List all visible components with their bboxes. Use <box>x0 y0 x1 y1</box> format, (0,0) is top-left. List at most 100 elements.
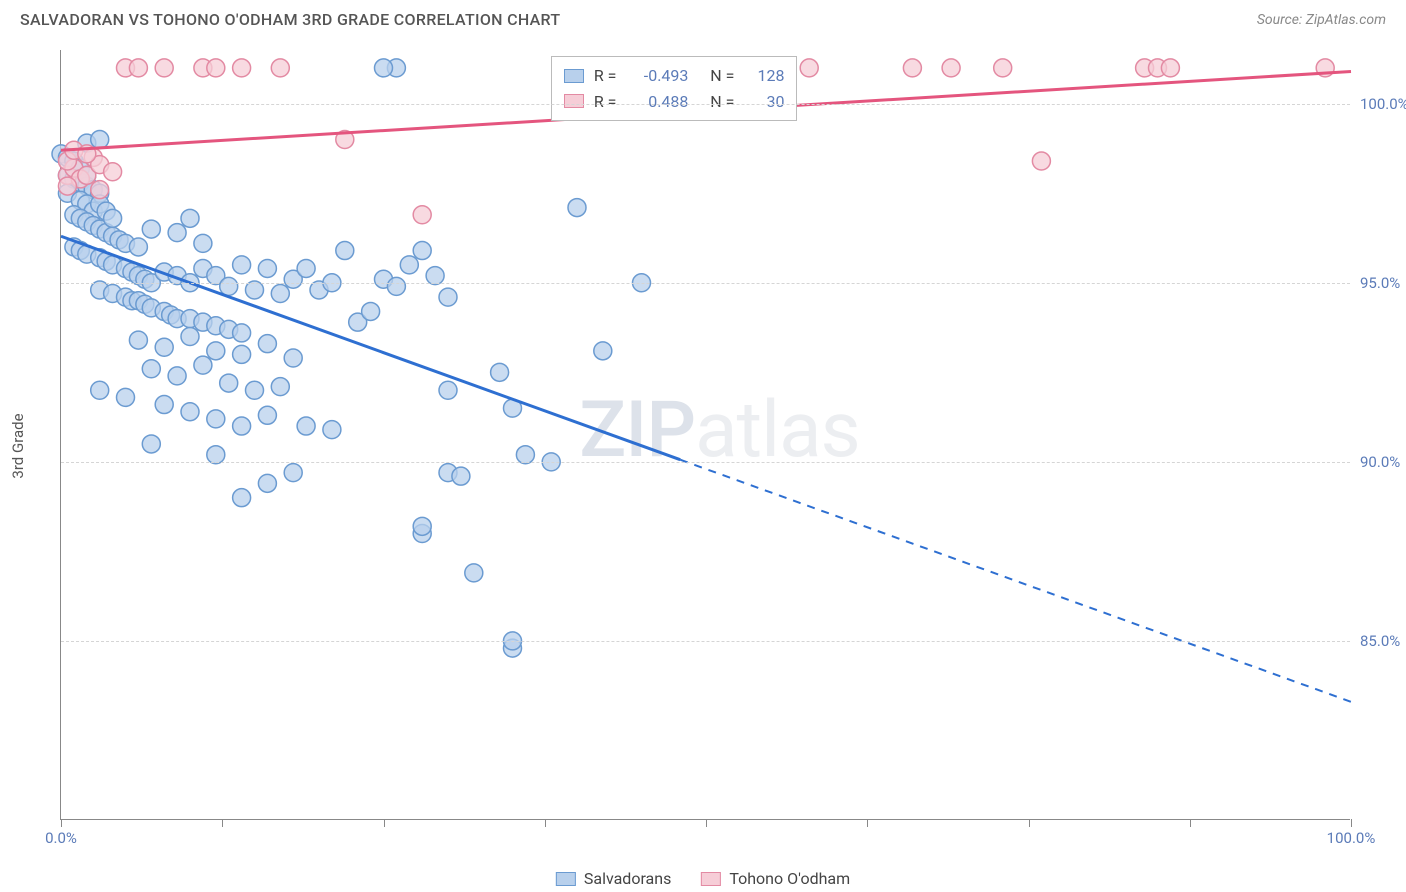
ytick-label: 100.0% <box>1360 95 1406 113</box>
legend-swatch <box>556 872 576 886</box>
gridline-h <box>61 283 1350 284</box>
data-point <box>942 59 960 77</box>
data-point <box>181 209 199 227</box>
xtick <box>384 819 385 827</box>
data-point <box>491 363 509 381</box>
xtick-label: 100.0% <box>1327 829 1376 847</box>
data-point <box>155 338 173 356</box>
data-point <box>375 59 393 77</box>
chart-title: SALVADORAN VS TOHONO O'ODHAM 3RD GRADE C… <box>20 10 560 29</box>
data-point <box>207 59 225 77</box>
data-point <box>233 417 251 435</box>
gridline-h <box>61 462 1350 463</box>
data-point <box>233 345 251 363</box>
stats-r-label: R = <box>594 63 621 89</box>
legend-label: Tohono O'odham <box>729 869 850 888</box>
stats-legend-box: R = -0.493 N = 128R = 0.488 N = 30 <box>551 56 798 121</box>
gridline-h <box>61 104 1350 105</box>
data-point <box>258 406 276 424</box>
data-point <box>439 288 457 306</box>
data-point <box>142 220 160 238</box>
xtick <box>545 819 546 827</box>
data-point <box>452 467 470 485</box>
stats-n-value: 30 <box>748 89 784 115</box>
data-point <box>284 349 302 367</box>
data-point <box>387 277 405 295</box>
data-point <box>207 342 225 360</box>
xtick-label: 0.0% <box>45 829 77 847</box>
data-point <box>413 206 431 224</box>
data-point <box>233 489 251 507</box>
regression-line <box>61 236 680 459</box>
data-point <box>246 381 264 399</box>
stats-r-label: R = <box>594 89 621 115</box>
stats-n-label: N = <box>698 63 738 89</box>
data-point <box>220 374 238 392</box>
data-point <box>168 367 186 385</box>
data-point <box>297 417 315 435</box>
legend-item: Tohono O'odham <box>701 869 850 888</box>
data-point <box>284 464 302 482</box>
stats-n-label: N = <box>698 89 738 115</box>
data-point <box>362 302 380 320</box>
data-point <box>400 256 418 274</box>
data-point <box>323 421 341 439</box>
series-legend: Salvadorans Tohono O'odham <box>556 869 850 888</box>
data-point <box>91 381 109 399</box>
chart-plot-area: ZIPatlas R = -0.493 N = 128R = 0.488 N =… <box>60 50 1350 820</box>
gridline-h <box>61 641 1350 642</box>
data-point <box>258 474 276 492</box>
data-point <box>297 259 315 277</box>
legend-label: Salvadorans <box>584 869 671 888</box>
data-point <box>129 238 147 256</box>
data-point <box>207 410 225 428</box>
data-point <box>58 177 76 195</box>
data-point <box>465 564 483 582</box>
data-point <box>142 360 160 378</box>
data-point <box>194 234 212 252</box>
legend-swatch <box>701 872 721 886</box>
data-point <box>1032 152 1050 170</box>
stats-r-value: 0.488 <box>630 89 688 115</box>
data-point <box>155 396 173 414</box>
data-point <box>168 224 186 242</box>
data-point <box>336 242 354 260</box>
series-swatch <box>564 69 584 83</box>
xtick <box>61 819 62 827</box>
data-point <box>258 259 276 277</box>
xtick <box>706 819 707 827</box>
stats-r-value: -0.493 <box>630 63 688 89</box>
data-point <box>568 199 586 217</box>
data-point <box>800 59 818 77</box>
legend-item: Salvadorans <box>556 869 671 888</box>
series-swatch <box>564 94 584 108</box>
data-point <box>233 256 251 274</box>
data-point <box>181 403 199 421</box>
ytick-label: 85.0% <box>1360 632 1406 650</box>
data-point <box>117 388 135 406</box>
data-point <box>142 435 160 453</box>
regression-line-extrapolated <box>680 460 1351 702</box>
y-axis-label: 3rd Grade <box>9 413 27 478</box>
data-point <box>104 163 122 181</box>
data-point <box>903 59 921 77</box>
data-point <box>413 517 431 535</box>
data-point <box>104 209 122 227</box>
data-point <box>271 285 289 303</box>
ytick-label: 95.0% <box>1360 274 1406 292</box>
data-point <box>413 242 431 260</box>
source-attribution: Source: ZipAtlas.com <box>1257 12 1386 28</box>
data-point <box>91 131 109 149</box>
xtick <box>1190 819 1191 827</box>
xtick <box>1029 819 1030 827</box>
data-point <box>233 324 251 342</box>
data-point <box>91 181 109 199</box>
xtick <box>222 819 223 827</box>
data-point <box>129 331 147 349</box>
stats-row: R = 0.488 N = 30 <box>564 89 785 115</box>
data-point <box>220 277 238 295</box>
data-point <box>155 59 173 77</box>
scatter-svg <box>61 50 1350 819</box>
data-point <box>271 59 289 77</box>
chart-header: SALVADORAN VS TOHONO O'ODHAM 3RD GRADE C… <box>0 0 1406 37</box>
